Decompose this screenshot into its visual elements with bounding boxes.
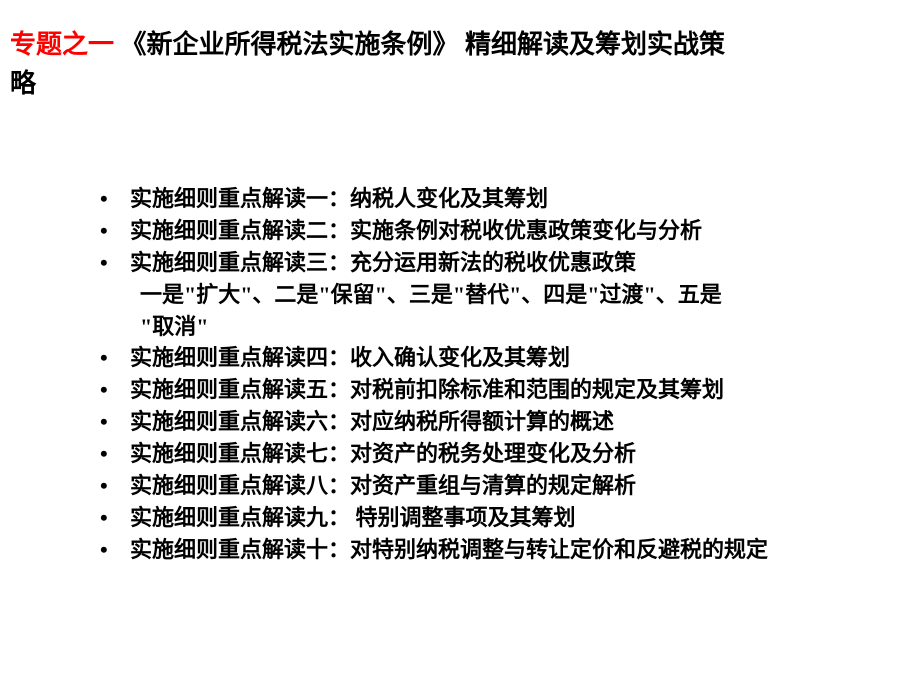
list-item: 实施细则重点解读十：对特别纳税调整与转让定价和反避税的规定 xyxy=(100,534,910,566)
sub-text-line: "取消" xyxy=(100,311,910,343)
list-item: 实施细则重点解读六：对应纳税所得额计算的概述 xyxy=(100,406,910,438)
list-item: 实施细则重点解读二：实施条例对税收优惠政策变化与分析 xyxy=(100,215,910,247)
list-item: 实施细则重点解读四：收入确认变化及其筹划 xyxy=(100,342,910,374)
list-item: 实施细则重点解读五：对税前扣除标准和范围的规定及其筹划 xyxy=(100,374,910,406)
list-item: 实施细则重点解读九： 特别调整事项及其筹划 xyxy=(100,502,910,534)
slide-title: 专题之一 《新企业所得税法实施条例》 精细解读及筹划实战策 略 xyxy=(10,25,910,103)
bullet-list: 实施细则重点解读一：纳税人变化及其筹划 实施细则重点解读二：实施条例对税收优惠政… xyxy=(10,183,910,566)
list-item: 实施细则重点解读三：充分运用新法的税收优惠政策 xyxy=(100,247,910,279)
title-text-2: 略 xyxy=(10,69,36,98)
title-highlight: 专题之一 xyxy=(10,30,114,59)
title-text-1: 《新企业所得税法实施条例》 精细解读及筹划实战策 xyxy=(114,30,725,59)
list-item: 实施细则重点解读一：纳税人变化及其筹划 xyxy=(100,183,910,215)
sub-text-line: 一是"扩大"、二是"保留"、三是"替代"、四是"过渡"、五是 xyxy=(100,279,910,311)
list-item: 实施细则重点解读八：对资产重组与清算的规定解析 xyxy=(100,470,910,502)
list-item: 实施细则重点解读七：对资产的税务处理变化及分析 xyxy=(100,438,910,470)
